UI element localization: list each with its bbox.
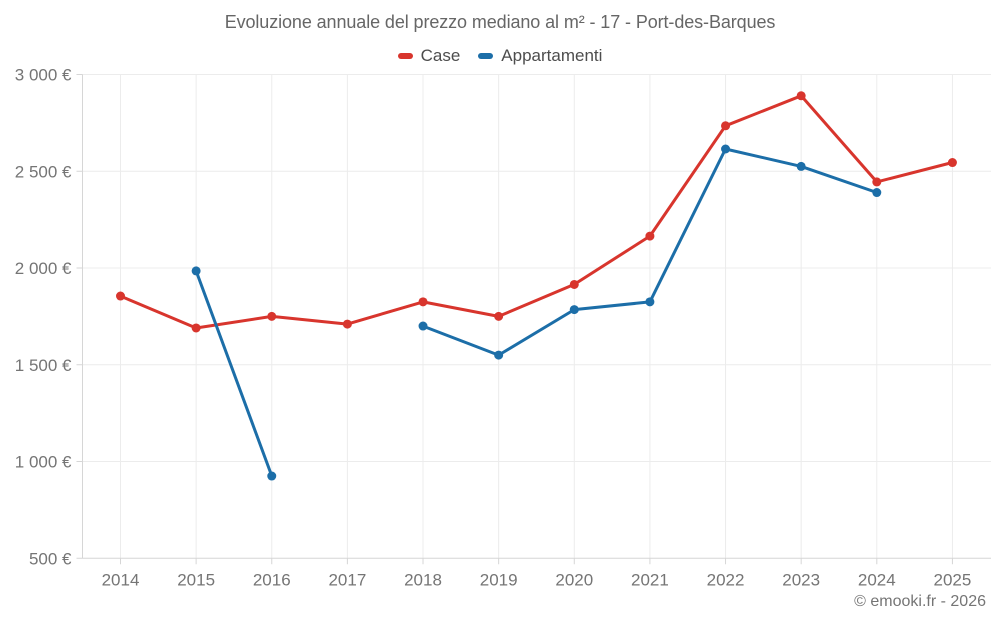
data-point-case-2017[interactable] [342,319,352,329]
x-axis-tick-label: 2018 [404,570,442,589]
y-axis-tick-label: 1 500 € [15,356,72,375]
data-point-appartamenti-2023[interactable] [796,161,806,171]
data-point-appartamenti-2015[interactable] [191,266,201,276]
x-axis-tick-label: 2020 [555,570,593,589]
data-point-appartamenti-2016[interactable] [267,471,277,481]
x-axis-tick-label: 2023 [782,570,820,589]
x-axis-tick-label: 2022 [707,570,745,589]
y-axis-tick-label: 1 000 € [15,453,72,472]
data-point-case-2021[interactable] [645,231,655,241]
x-axis-tick-label: 2025 [934,570,972,589]
y-axis-tick-label: 3 000 € [15,66,72,85]
data-point-case-2016[interactable] [267,311,277,321]
y-axis-tick-label: 2 500 € [15,162,72,181]
case-series-swatch-icon [397,53,413,59]
data-point-appartamenti-2019[interactable] [494,350,504,360]
legend-item-case[interactable]: Case [397,46,461,66]
y-axis-tick-label: 500 € [29,549,72,568]
y-axis-tick-label: 2 000 € [15,259,72,278]
x-axis-tick-label: 2019 [480,570,518,589]
data-point-case-2018[interactable] [418,297,428,307]
legend-label-appartamenti: Appartamenti [501,46,603,65]
legend-item-appartamenti[interactable]: Appartamenti [478,46,602,66]
data-point-case-2022[interactable] [721,121,731,131]
data-point-case-2023[interactable] [796,91,806,101]
data-point-appartamenti-2018[interactable] [418,321,428,331]
chart-legend: Case Appartamenti [0,46,1000,66]
data-point-case-2015[interactable] [191,323,201,333]
data-point-case-2025[interactable] [947,158,957,168]
appartamenti-series-swatch-icon [478,53,494,59]
x-axis-tick-label: 2024 [858,570,896,589]
series-line-case [119,94,954,330]
data-point-case-2024[interactable] [872,177,882,187]
x-axis-tick-label: 2014 [102,570,140,589]
data-point-appartamenti-2021[interactable] [645,297,655,307]
legend-label-case: Case [420,46,461,65]
data-point-case-2019[interactable] [494,311,504,321]
data-point-appartamenti-2020[interactable] [569,305,579,315]
x-axis-tick-label: 2021 [631,570,669,589]
chart-title: Evoluzione annuale del prezzo mediano al… [224,12,776,32]
data-point-case-2014[interactable] [116,291,125,301]
x-axis-tick-label: 2017 [328,570,366,589]
data-point-appartamenti-2024[interactable] [872,188,882,198]
series-line-appartamenti [194,147,879,478]
data-point-case-2020[interactable] [569,279,579,289]
data-point-appartamenti-2022[interactable] [721,144,731,154]
x-axis-tick-label: 2015 [177,570,215,589]
x-axis-tick-label: 2016 [253,570,291,589]
attribution-text: © emooki.fr - 2026 [854,593,986,610]
